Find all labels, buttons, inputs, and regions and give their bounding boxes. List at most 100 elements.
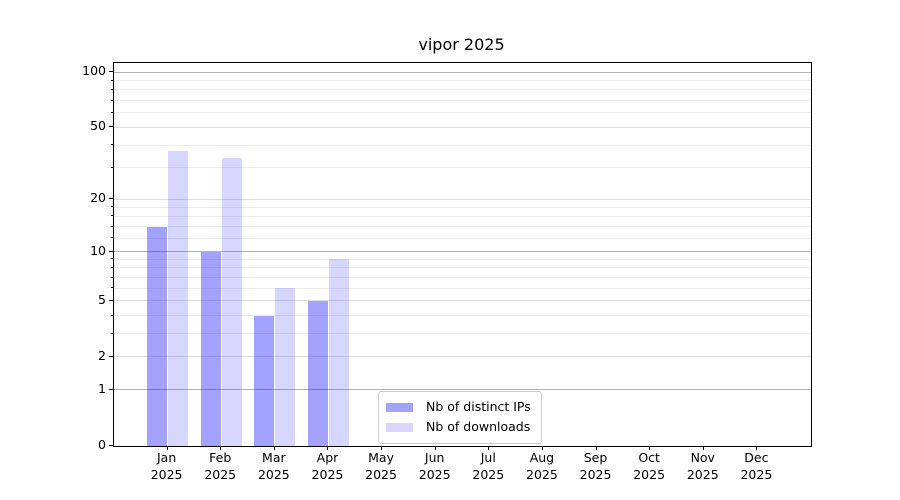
y-minor-tick-mark — [111, 88, 113, 90]
x-tick-label: Jul 2025 — [458, 450, 518, 483]
major-gridline — [114, 251, 811, 253]
x-tick-mark — [595, 446, 597, 450]
x-tick-month: Dec — [744, 450, 769, 465]
x-tick-month: Jul — [480, 450, 496, 465]
x-tick-mark — [381, 446, 383, 450]
x-tick-year: 2025 — [633, 466, 666, 482]
x-tick-label: May 2025 — [351, 450, 411, 483]
y-tick-mark — [109, 299, 113, 301]
minor-gridline — [114, 267, 811, 269]
x-tick-mark — [273, 446, 275, 450]
minor-gridline — [114, 315, 811, 317]
y-tick-mark — [109, 355, 113, 357]
x-tick-label: Aug 2025 — [512, 450, 572, 483]
minor-gridline — [114, 167, 811, 169]
minor-gridline — [114, 226, 811, 228]
x-tick-mark — [434, 446, 436, 450]
bar-downloads-apr — [328, 259, 349, 446]
x-tick-year: 2025 — [311, 466, 344, 482]
plot-area — [113, 62, 812, 447]
y-minor-tick-mark — [111, 287, 113, 289]
x-tick-label: Jun 2025 — [405, 450, 465, 483]
x-tick-year: 2025 — [526, 466, 558, 482]
y-minor-tick-mark — [111, 332, 113, 334]
x-tick-month: Feb — [209, 450, 232, 465]
y-minor-tick-mark — [111, 144, 113, 146]
y-tick-label: 5 — [98, 291, 106, 307]
y-tick-label: 50 — [90, 118, 106, 134]
legend-label: Nb of downloads — [426, 419, 531, 434]
minor-gridline — [114, 80, 811, 82]
x-tick-year: 2025 — [365, 466, 397, 482]
x-tick-month: May — [368, 450, 394, 465]
y-minor-tick-mark — [111, 276, 113, 278]
x-tick-mark — [541, 446, 543, 450]
y-tick-label: 10 — [90, 242, 106, 258]
y-minor-tick-mark — [111, 314, 113, 316]
y-tick-mark — [109, 445, 113, 446]
x-tick-label: Feb 2025 — [190, 450, 250, 483]
bar-distinct-ips-feb — [200, 251, 221, 446]
y-minor-tick-mark — [111, 166, 113, 168]
y-tick-mark — [109, 198, 113, 200]
x-tick-month: Mar — [262, 450, 286, 465]
minor-gridline — [114, 287, 811, 289]
gridline — [114, 356, 811, 358]
y-tick-mark — [109, 250, 113, 252]
y-tick-label: 2 — [98, 347, 106, 363]
x-tick-year: 2025 — [740, 466, 773, 482]
x-tick-mark — [327, 446, 329, 450]
minor-gridline — [114, 215, 811, 217]
minor-gridline — [114, 206, 811, 208]
bar-downloads-feb — [221, 157, 242, 446]
x-tick-month: Aug — [529, 450, 555, 465]
x-tick-month: Nov — [690, 450, 715, 465]
gridline — [114, 300, 811, 302]
bar-downloads-jan — [168, 151, 189, 446]
y-tick-label: 1 — [98, 380, 106, 396]
x-tick-label: Jan 2025 — [137, 450, 197, 483]
legend-swatch-distinct-ips — [386, 402, 413, 412]
bar-distinct-ips-mar — [254, 315, 275, 446]
y-tick-mark — [109, 388, 113, 390]
minor-gridline — [114, 100, 811, 102]
x-tick-year: 2025 — [472, 466, 505, 482]
y-minor-tick-mark — [111, 79, 113, 81]
x-tick-month: Oct — [638, 450, 660, 465]
major-gridline — [114, 389, 811, 391]
gridline — [114, 198, 811, 200]
legend: Nb of distinct IPs Nb of downloads — [378, 391, 542, 444]
bar-downloads-mar — [275, 288, 296, 446]
x-tick-mark — [220, 446, 222, 450]
bar-distinct-ips-apr — [307, 300, 328, 446]
x-tick-label: Sep 2025 — [566, 450, 626, 483]
x-tick-label: Dec 2025 — [726, 450, 786, 483]
x-tick-month: Sep — [583, 450, 608, 465]
y-minor-tick-mark — [111, 99, 113, 101]
x-tick-year: 2025 — [204, 466, 237, 482]
minor-gridline — [114, 277, 811, 279]
y-minor-tick-mark — [111, 111, 113, 113]
y-tick-label: 100 — [82, 63, 106, 79]
minor-gridline — [114, 144, 811, 146]
y-tick-label: 20 — [90, 190, 106, 206]
x-tick-year: 2025 — [150, 466, 183, 482]
legend-label: Nb of distinct IPs — [426, 399, 531, 414]
y-minor-tick-mark — [111, 215, 113, 217]
y-minor-tick-mark — [111, 258, 113, 260]
x-tick-month: Apr — [316, 450, 339, 465]
y-tick-mark — [109, 71, 113, 73]
x-tick-mark — [166, 446, 168, 450]
x-tick-mark — [756, 446, 758, 450]
y-minor-tick-mark — [111, 266, 113, 268]
x-tick-year: 2025 — [579, 466, 612, 482]
x-tick-mark — [488, 446, 490, 450]
x-tick-label: Apr 2025 — [297, 450, 357, 483]
legend-item: Nb of downloads — [386, 417, 533, 437]
minor-gridline — [114, 89, 811, 91]
bar-distinct-ips-jan — [147, 226, 168, 446]
y-minor-tick-mark — [111, 225, 113, 227]
x-tick-label: Nov 2025 — [673, 450, 733, 483]
minor-gridline — [114, 333, 811, 335]
